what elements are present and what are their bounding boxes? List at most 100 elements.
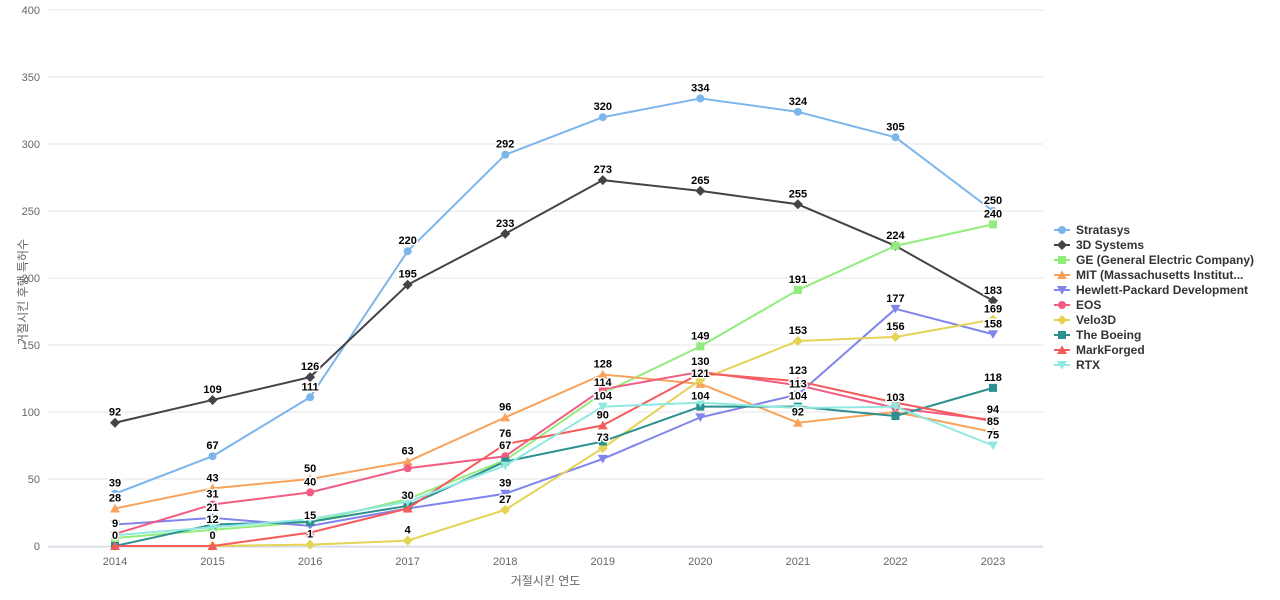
data-point-marker[interactable]: [988, 427, 999, 437]
data-point-marker[interactable]: [597, 402, 608, 412]
legend-item-mit-massachusetts-institut[interactable]: MIT (Massachusetts Institut...: [1053, 267, 1254, 282]
data-point-marker[interactable]: [305, 528, 316, 537]
series-line-stratasys[interactable]: [114, 97, 995, 495]
series-line-ge-general-electric-company[interactable]: [114, 223, 995, 539]
data-point-marker[interactable]: [598, 437, 607, 446]
data-point-marker[interactable]: [988, 314, 999, 325]
legend-item-stratasys[interactable]: Stratasys: [1053, 222, 1254, 237]
data-point-marker[interactable]: [305, 515, 316, 524]
data-point-marker[interactable]: [403, 247, 412, 256]
data-point-marker[interactable]: [597, 175, 608, 186]
data-point-marker[interactable]: [695, 374, 706, 385]
data-point-marker[interactable]: [305, 474, 316, 483]
data-point-marker[interactable]: [207, 523, 218, 532]
data-point-marker[interactable]: [402, 456, 413, 466]
series-velo3d[interactable]: [110, 314, 999, 551]
series-mit-massachusetts-institut[interactable]: [110, 369, 999, 513]
legend-item-rtx[interactable]: RTX: [1053, 357, 1254, 372]
data-point-marker[interactable]: [989, 383, 998, 392]
data-point-marker[interactable]: [695, 398, 706, 408]
data-point-marker[interactable]: [696, 342, 705, 351]
data-point-marker[interactable]: [988, 330, 999, 339]
data-point-marker[interactable]: [501, 150, 510, 159]
data-point-marker[interactable]: [207, 483, 218, 493]
legend-item-3d-systems[interactable]: 3D Systems: [1053, 237, 1254, 252]
data-point-marker[interactable]: [500, 461, 511, 471]
legend-item-eos[interactable]: EOS: [1053, 297, 1254, 312]
data-point-marker[interactable]: [891, 133, 900, 142]
data-point-marker[interactable]: [111, 489, 119, 498]
data-point-marker[interactable]: [695, 413, 706, 422]
data-point-marker[interactable]: [305, 372, 316, 383]
data-point-marker[interactable]: [988, 416, 999, 426]
data-point-marker[interactable]: [208, 500, 217, 509]
data-point-marker[interactable]: [598, 389, 607, 398]
data-point-marker[interactable]: [597, 420, 608, 430]
data-point-marker[interactable]: [501, 457, 510, 466]
data-point-marker[interactable]: [110, 503, 120, 513]
legend-item-hewlett-packard-development[interactable]: Hewlett-Packard Development: [1053, 282, 1254, 297]
series-3d-systems[interactable]: [110, 175, 999, 428]
data-point-marker[interactable]: [500, 439, 511, 449]
data-point-marker[interactable]: [890, 331, 901, 342]
data-point-marker[interactable]: [207, 513, 218, 523]
data-point-marker[interactable]: [208, 452, 217, 461]
series-ge-general-electric-company[interactable]: [111, 220, 998, 542]
series-line-eos[interactable]: [114, 370, 995, 535]
data-point-marker[interactable]: [500, 412, 511, 422]
data-point-marker[interactable]: [890, 402, 901, 412]
data-point-marker[interactable]: [207, 541, 218, 550]
data-point-marker[interactable]: [792, 199, 803, 210]
data-point-marker[interactable]: [403, 464, 412, 473]
data-point-marker[interactable]: [402, 503, 413, 513]
data-point-marker[interactable]: [306, 393, 315, 402]
data-point-marker[interactable]: [305, 539, 316, 550]
data-point-marker[interactable]: [891, 241, 900, 250]
data-point-marker[interactable]: [696, 94, 705, 103]
legend-item-markforged[interactable]: MarkForged: [1053, 342, 1254, 357]
data-point-marker[interactable]: [793, 107, 802, 116]
data-point-marker[interactable]: [792, 376, 803, 386]
legend-item-velo3d[interactable]: Velo3D: [1053, 312, 1254, 327]
data-point-marker[interactable]: [988, 441, 999, 451]
data-point-marker[interactable]: [695, 368, 706, 378]
data-point-marker[interactable]: [597, 443, 608, 454]
series-line-markforged[interactable]: [114, 372, 995, 547]
data-point-marker[interactable]: [500, 489, 511, 499]
data-point-marker[interactable]: [598, 385, 607, 394]
series-line-velo3d[interactable]: [114, 318, 995, 547]
data-point-marker[interactable]: [597, 369, 608, 379]
data-point-marker[interactable]: [207, 394, 218, 405]
series-markforged[interactable]: [110, 368, 999, 550]
series-line-rtx[interactable]: [114, 401, 995, 537]
data-point-marker[interactable]: [500, 228, 511, 239]
legend-item-the-boeing[interactable]: The Boeing: [1053, 327, 1254, 342]
data-point-marker[interactable]: [792, 390, 803, 400]
data-point-marker[interactable]: [989, 207, 998, 215]
data-point-marker[interactable]: [792, 403, 803, 413]
data-point-marker[interactable]: [402, 535, 413, 546]
data-point-marker[interactable]: [402, 279, 413, 290]
series-line-mit-massachusetts-institut[interactable]: [114, 373, 995, 510]
data-point-marker[interactable]: [989, 220, 998, 229]
series-line-3d-systems[interactable]: [114, 179, 995, 424]
data-point-marker[interactable]: [792, 418, 803, 427]
data-point-marker[interactable]: [110, 541, 120, 550]
data-point-marker[interactable]: [988, 295, 999, 306]
data-point-marker[interactable]: [402, 497, 413, 507]
data-point-marker[interactable]: [793, 286, 802, 295]
legend-item-ge-general-electric-company[interactable]: GE (General Electric Company): [1053, 252, 1254, 267]
data-point-marker[interactable]: [110, 417, 120, 428]
data-point-marker[interactable]: [597, 454, 608, 464]
data-point-marker[interactable]: [891, 412, 900, 421]
data-point-marker[interactable]: [890, 304, 901, 314]
series-line-hewlett-packard-development[interactable]: [114, 307, 995, 527]
series-stratasys[interactable]: [111, 94, 998, 498]
data-point-marker[interactable]: [306, 488, 315, 497]
data-point-marker[interactable]: [792, 335, 803, 346]
series-rtx[interactable]: [110, 398, 999, 540]
data-point-marker[interactable]: [695, 185, 706, 196]
data-point-marker[interactable]: [500, 504, 511, 515]
data-point-marker[interactable]: [110, 531, 120, 540]
data-point-marker[interactable]: [110, 520, 120, 530]
